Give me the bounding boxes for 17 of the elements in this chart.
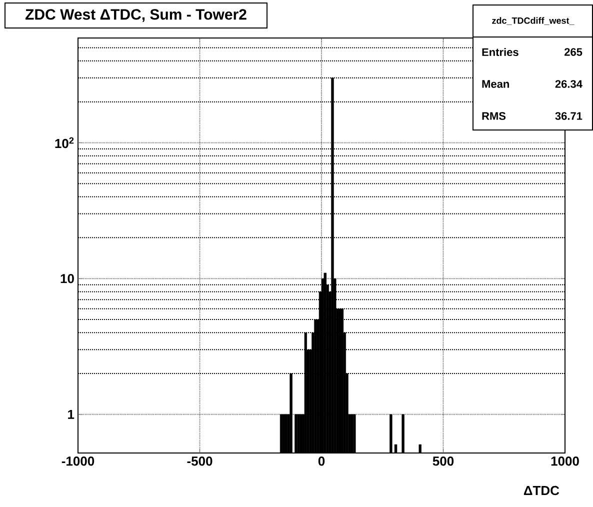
annotation: 26.34 [555, 80, 582, 88]
annotation: RMS [482, 112, 506, 120]
y-tick-label: 1 [68, 410, 74, 419]
x-tick-label: -1000 [62, 456, 94, 466]
annotation: 265 [564, 48, 582, 56]
text: zdc_TDCdiff_west_ [492, 17, 574, 25]
chart-title: ZDC West ΔTDC, Sum - Tower2 [25, 9, 246, 22]
x-tick-label: 500 [432, 456, 454, 466]
x-tick-label: 1000 [551, 456, 579, 466]
annotation: Mean [482, 80, 509, 88]
y-tick-label: 10 [60, 274, 74, 284]
y-tick-label: 10$^{2}$ [55, 137, 74, 148]
annotation: Entries [482, 48, 518, 56]
annotation: 36.71 [555, 112, 582, 120]
x-tick-label: -500 [187, 456, 212, 466]
x-tick-label: 0 [318, 456, 325, 466]
x-axis-title: ΔTDC [524, 486, 560, 496]
